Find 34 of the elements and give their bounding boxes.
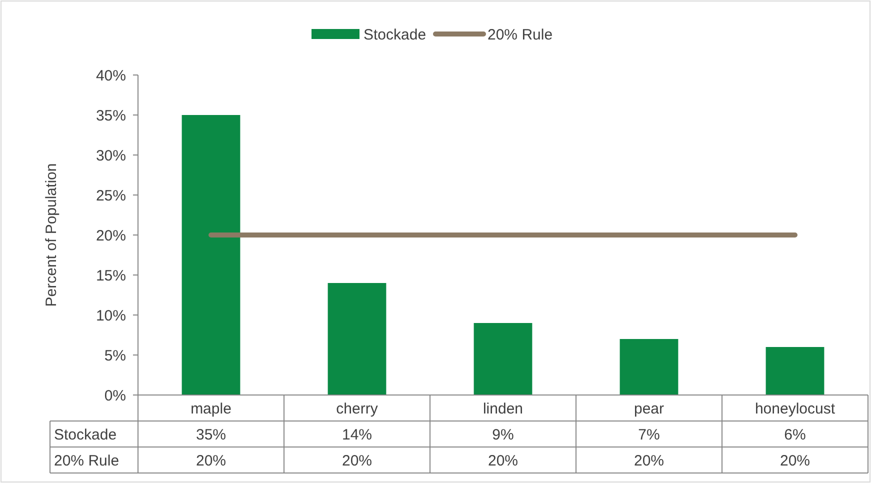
bar [620,339,678,395]
data-label: 20% [780,452,810,470]
data-label: 35% [196,426,226,444]
y-tick-label: 0% [104,387,126,404]
bar [766,347,824,395]
x-tick-label: linden [482,400,524,418]
y-axis-title: Percent of Population [43,163,60,307]
y-tick-label: 30% [96,147,126,164]
x-tick-label: pear [634,400,664,418]
x-tick-label: maple [190,400,232,418]
data-label: 7% [638,426,660,444]
data-label: 20% [634,452,664,470]
bar [474,323,532,395]
y-tick-label: 5% [104,347,126,364]
legend-label: Stockade [364,26,426,44]
y-tick-label: 10% [96,307,126,324]
x-tick-label: cherry [336,400,378,418]
y-tick-label: 20% [96,227,126,244]
data-label: 20% [196,452,226,470]
data-label: 14% [342,426,372,444]
bar [182,115,240,395]
legend-label: 20% Rule [488,26,553,44]
data-label: 6% [784,426,806,444]
text: Stockade [54,426,117,444]
y-tick-label: 25% [96,187,126,204]
x-tick-label: honeylocust [754,400,836,418]
text: 20% Rule [54,452,120,470]
bar [328,283,386,395]
data-label: 9% [492,426,514,444]
y-tick-label: 35% [96,107,126,124]
y-tick-label: 15% [96,267,126,284]
data-label: 20% [342,452,372,470]
y-tick-label: 40% [96,67,126,84]
data-label: 20% [488,452,518,470]
